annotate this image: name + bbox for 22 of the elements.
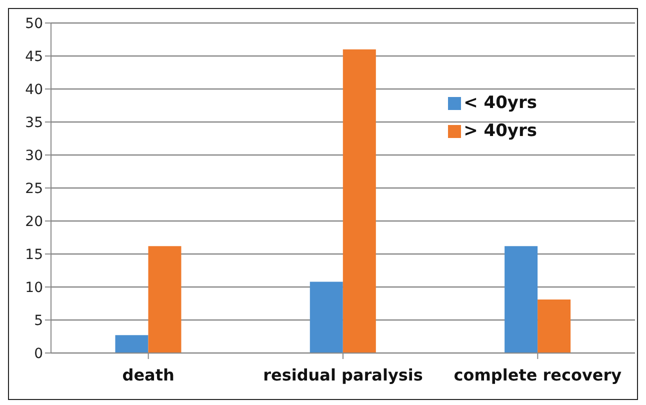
y-tick-label: 25 [25,180,43,197]
y-tick-label: 45 [25,48,43,65]
y-tick-label: 0 [34,346,43,362]
x-tick-label: residual paralysis [263,365,423,384]
y-tick-label: 50 [25,16,43,32]
x-tick-label: complete recovery [454,365,622,384]
y-tick-label: 35 [25,114,43,131]
y-tick-label: 10 [25,280,43,296]
bar [342,49,376,353]
y-tick-label: 40 [25,82,43,98]
bar [310,282,343,353]
y-tick-label: 30 [25,148,43,164]
bar [115,335,148,353]
bar [148,246,182,353]
legend-label: < 40yrs [464,92,537,115]
legend-label: > 40yrs [464,120,537,143]
bar [504,246,538,353]
x-tick-label: death [122,365,174,384]
bar [538,300,571,353]
y-tick-label: 20 [25,214,43,230]
y-tick-label: 15 [25,246,43,263]
y-tick-label: 5 [34,312,43,329]
